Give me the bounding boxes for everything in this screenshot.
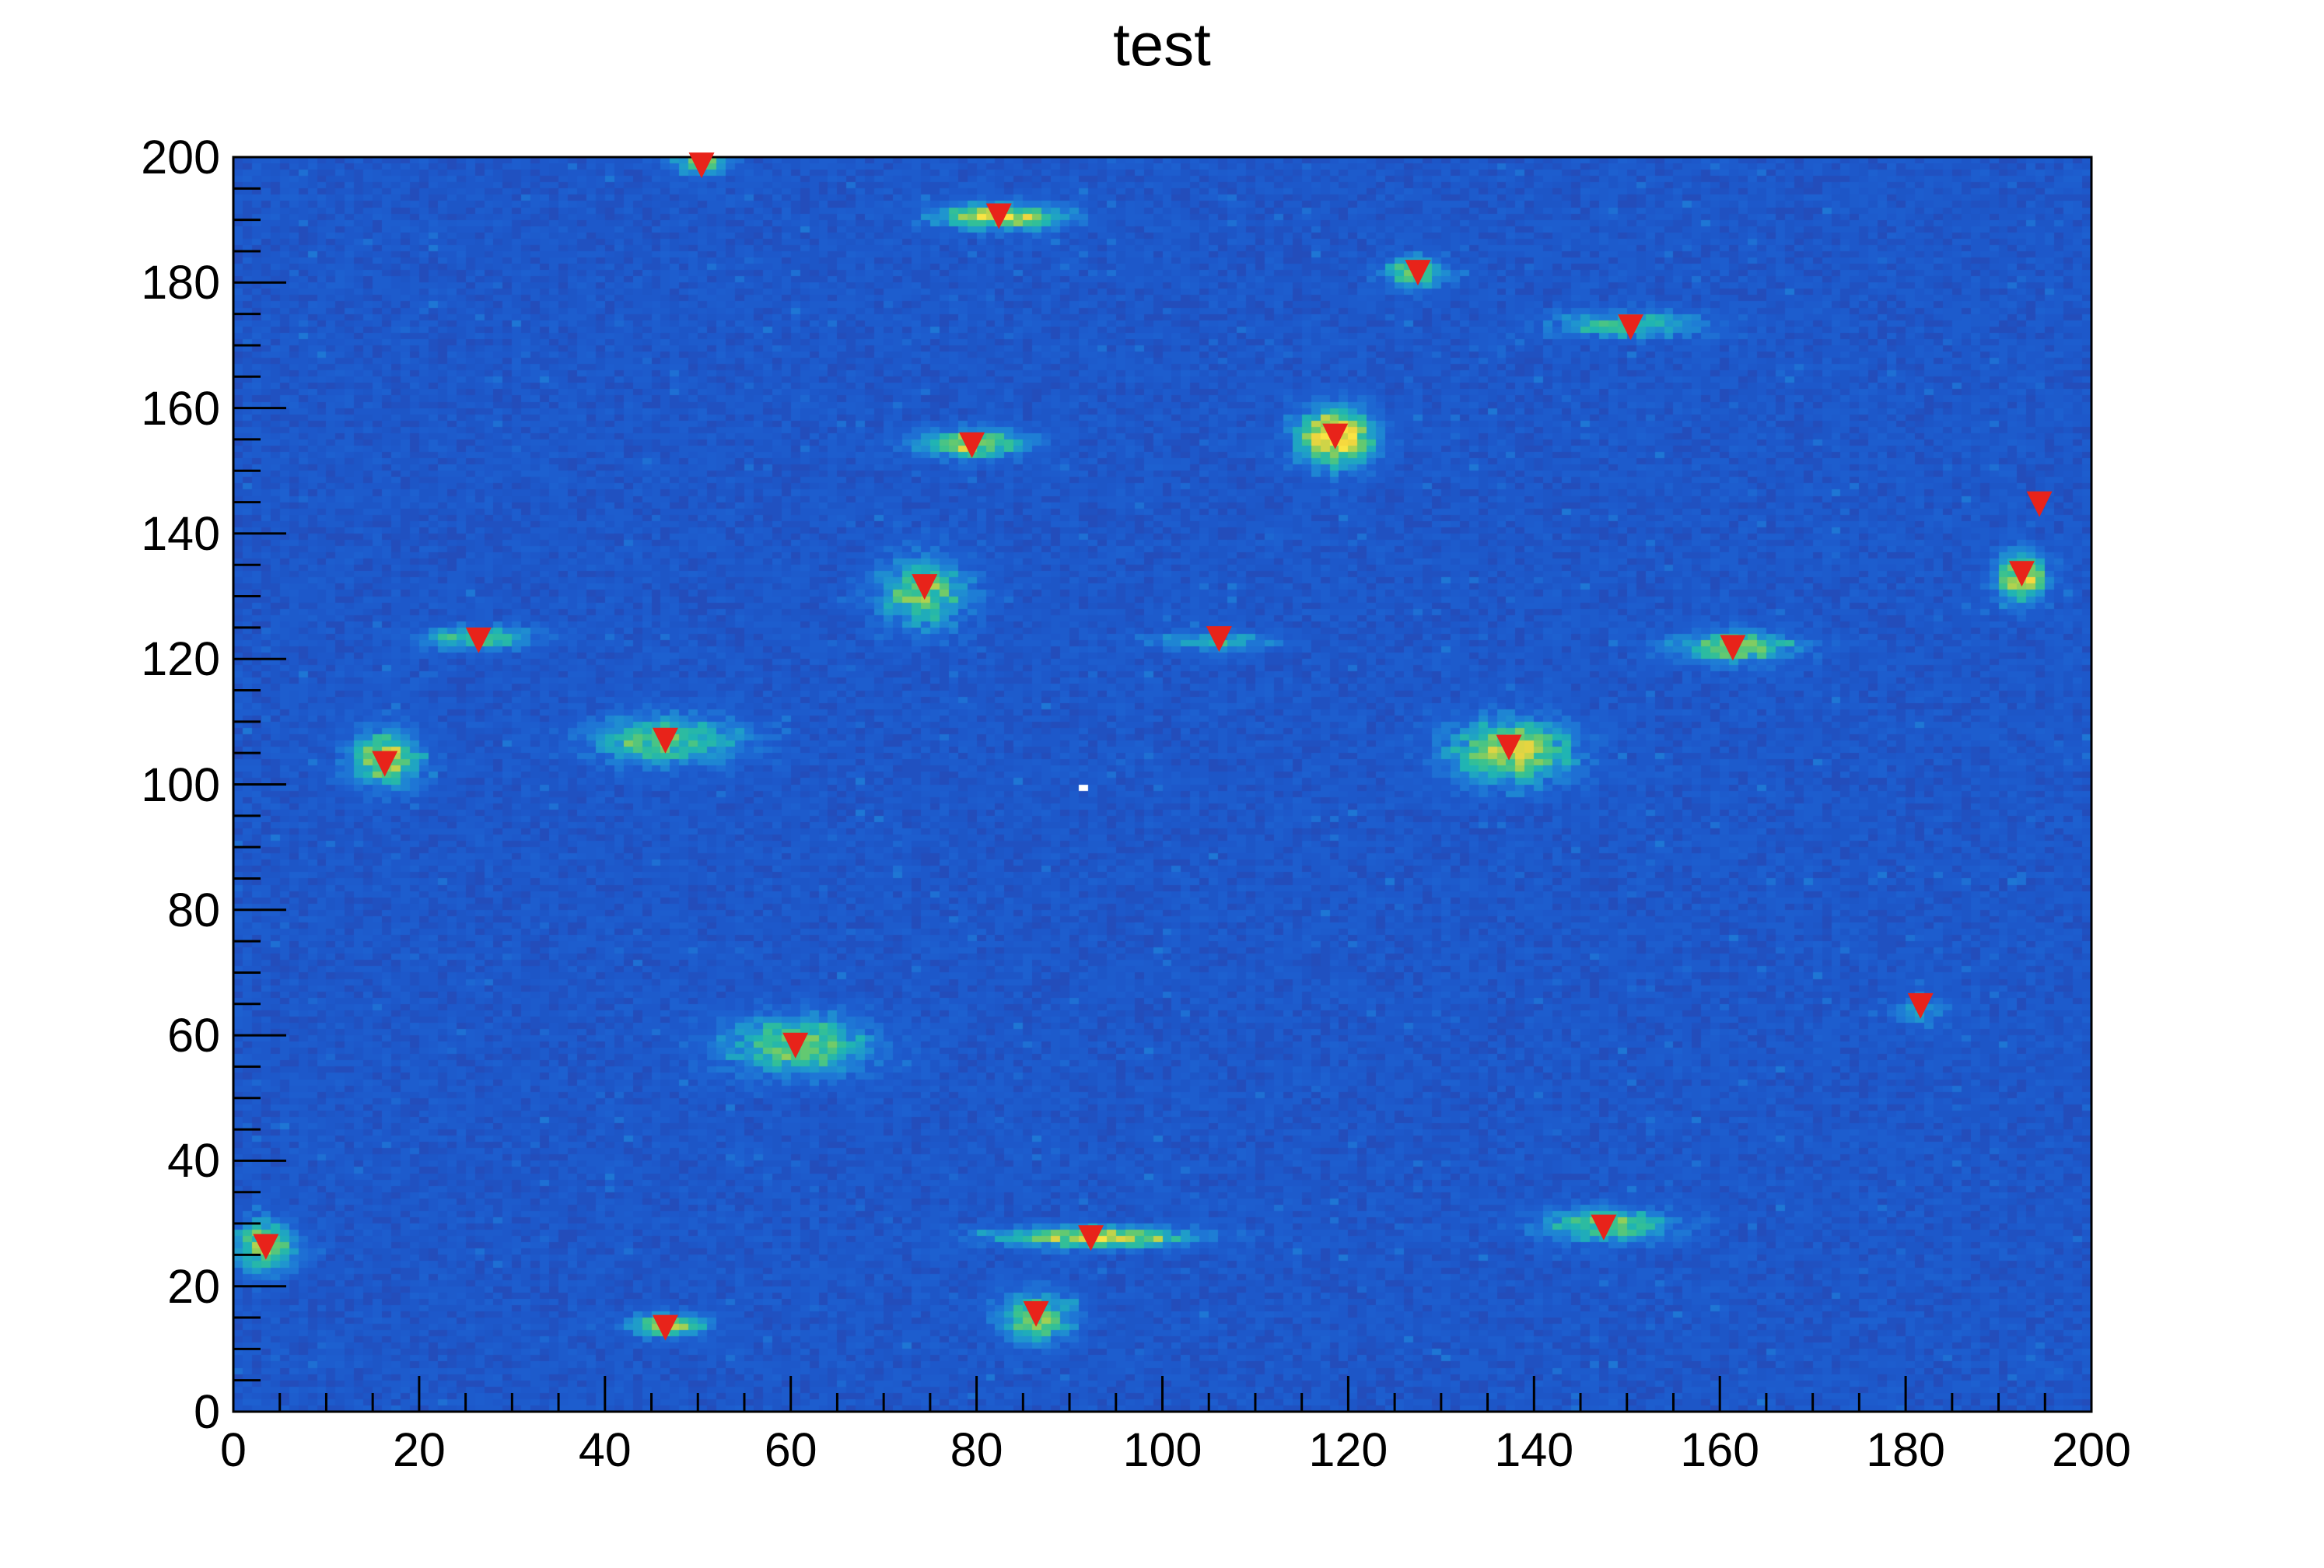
y-axis-tick-label: 20 bbox=[167, 1259, 220, 1313]
peak-marker bbox=[1591, 1214, 1617, 1241]
y-axis-tick-label: 80 bbox=[167, 883, 220, 936]
peak-marker bbox=[2008, 561, 2035, 587]
peak-marker bbox=[959, 432, 985, 458]
peak-marker bbox=[1322, 423, 1349, 450]
y-axis-tick-label: 160 bbox=[141, 381, 220, 435]
peak-marker bbox=[1023, 1300, 1049, 1327]
x-axis-tick-label: 20 bbox=[392, 1423, 446, 1476]
x-axis-tick-label: 200 bbox=[2052, 1423, 2131, 1476]
peak-marker bbox=[372, 751, 398, 777]
x-axis-tick-label: 40 bbox=[578, 1423, 632, 1476]
peak-marker bbox=[1618, 314, 1644, 341]
x-axis-tick-label: 60 bbox=[764, 1423, 817, 1476]
x-axis-tick-label: 100 bbox=[1122, 1423, 1202, 1476]
y-axis-tick-label: 100 bbox=[141, 758, 220, 811]
y-axis-tick-label: 0 bbox=[194, 1385, 220, 1438]
peak-marker bbox=[2026, 491, 2053, 517]
y-axis-tick-label: 140 bbox=[141, 506, 220, 560]
peak-marker bbox=[652, 1314, 678, 1341]
x-axis-tick-label: 120 bbox=[1308, 1423, 1388, 1476]
peak-marker bbox=[912, 574, 938, 600]
peak-marker bbox=[652, 727, 678, 754]
x-axis-tick-label: 140 bbox=[1494, 1423, 1574, 1476]
x-axis-tick-label: 180 bbox=[1866, 1423, 1945, 1476]
peak-marker bbox=[1405, 260, 1431, 286]
peak-marker bbox=[985, 203, 1012, 229]
x-axis-tick-label: 80 bbox=[950, 1423, 1003, 1476]
y-axis-tick-label: 40 bbox=[167, 1134, 220, 1188]
peak-marker bbox=[688, 152, 715, 179]
peak-marker bbox=[1496, 734, 1522, 761]
peak-marker bbox=[1206, 626, 1232, 653]
y-axis-tick-label: 200 bbox=[141, 131, 220, 184]
y-axis-tick-label: 120 bbox=[141, 632, 220, 686]
x-axis-tick-label: 160 bbox=[1680, 1423, 1760, 1476]
y-axis-tick-label: 180 bbox=[141, 256, 220, 310]
peak-marker bbox=[1907, 992, 1934, 1019]
peak-marker bbox=[253, 1234, 279, 1260]
peak-marker bbox=[1720, 635, 1746, 661]
heatmap-plot bbox=[233, 157, 2091, 1412]
peak-marker bbox=[782, 1032, 809, 1059]
chart-title: test bbox=[1113, 10, 1211, 79]
peak-marker bbox=[465, 627, 492, 653]
y-axis-tick-label: 60 bbox=[167, 1009, 220, 1062]
x-axis-tick-label: 0 bbox=[220, 1423, 247, 1476]
peak-marker bbox=[1078, 1225, 1104, 1251]
plot-frame bbox=[232, 156, 2093, 1413]
